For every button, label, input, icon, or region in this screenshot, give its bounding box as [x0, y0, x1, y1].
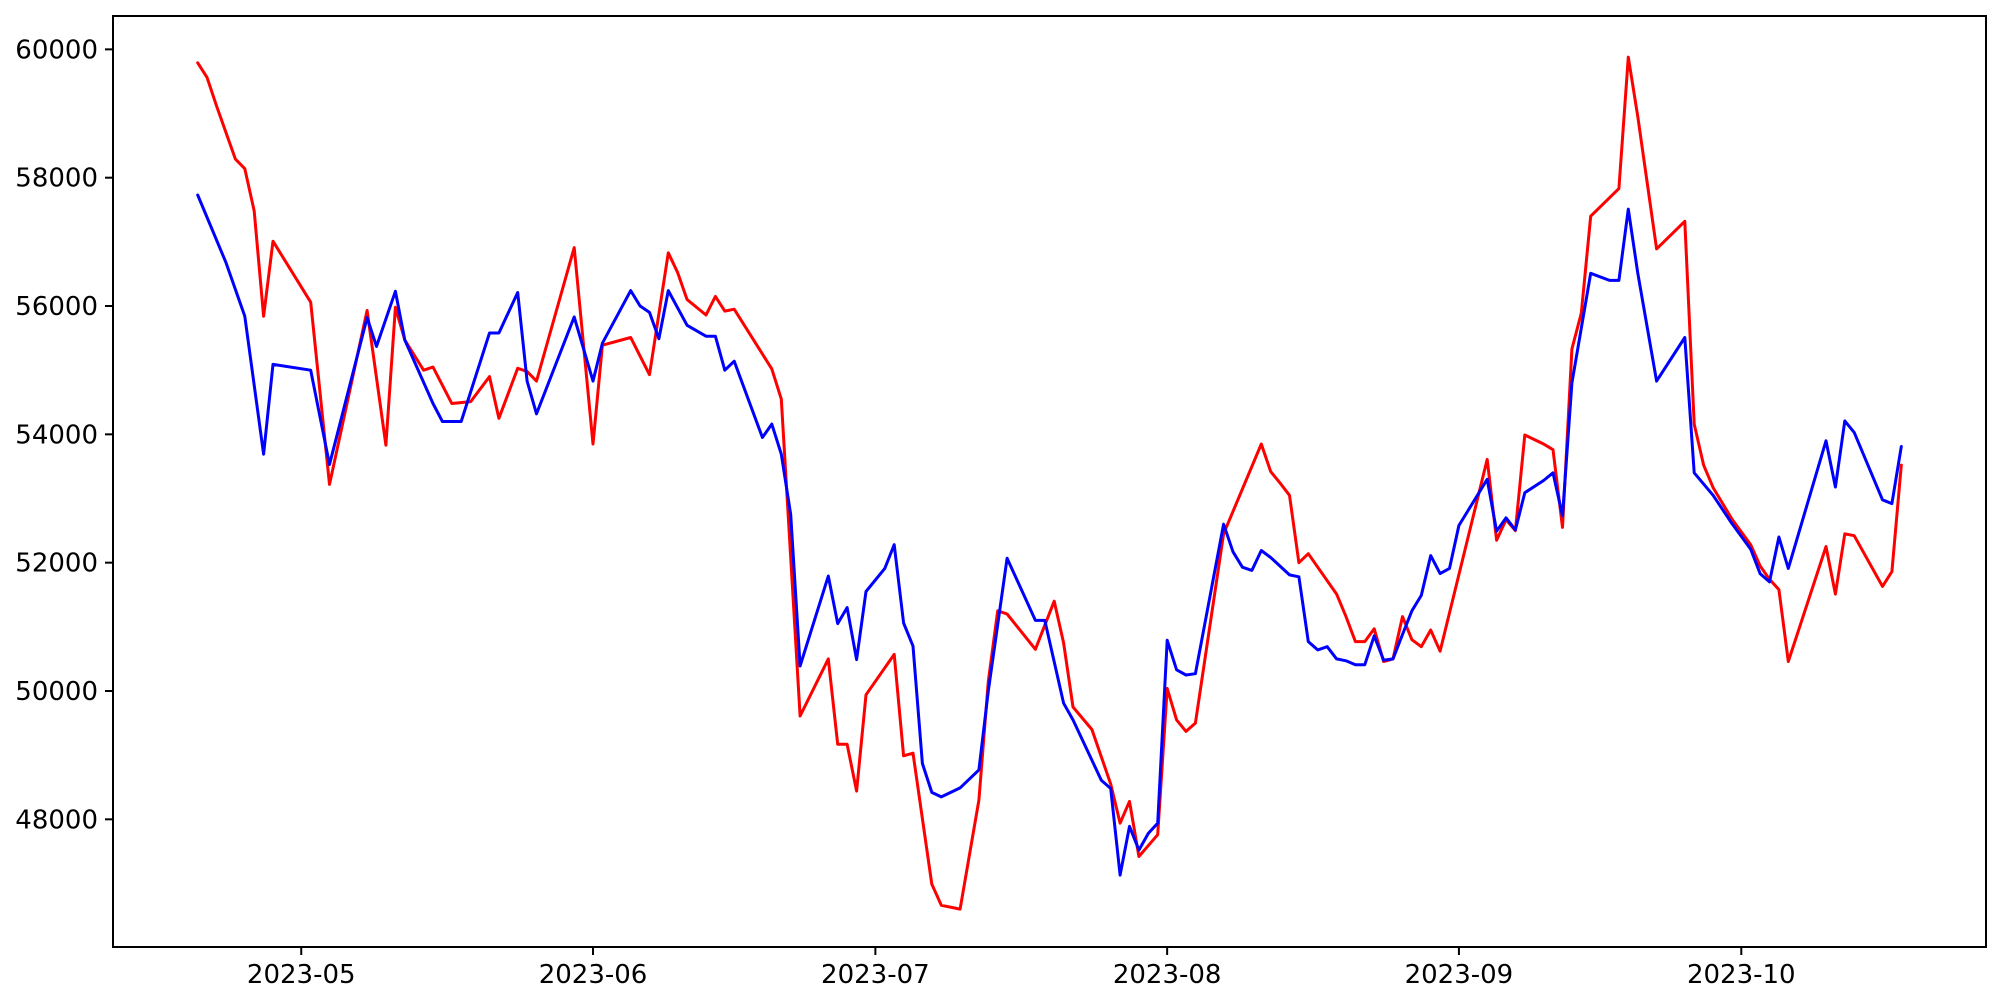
y-tick-label: 58000 [15, 164, 98, 194]
y-tick-label: 50000 [15, 677, 98, 707]
x-tick-label: 2023-07 [821, 960, 930, 990]
y-tick-label: 60000 [15, 35, 98, 65]
series-red-line [196, 55, 1903, 911]
x-tick-label: 2023-05 [247, 960, 356, 990]
y-tick-label: 52000 [15, 549, 98, 579]
y-tick-label: 48000 [15, 805, 98, 835]
plot-border [112, 15, 1987, 948]
y-tick-label: 54000 [15, 420, 98, 450]
y-tick-label: 56000 [15, 292, 98, 322]
x-tick-label: 2023-10 [1687, 960, 1796, 990]
x-tick-label: 2023-09 [1405, 960, 1514, 990]
x-tick-label: 2023-06 [539, 960, 648, 990]
x-tick-label: 2023-08 [1113, 960, 1222, 990]
series-blue-line [196, 193, 1903, 877]
